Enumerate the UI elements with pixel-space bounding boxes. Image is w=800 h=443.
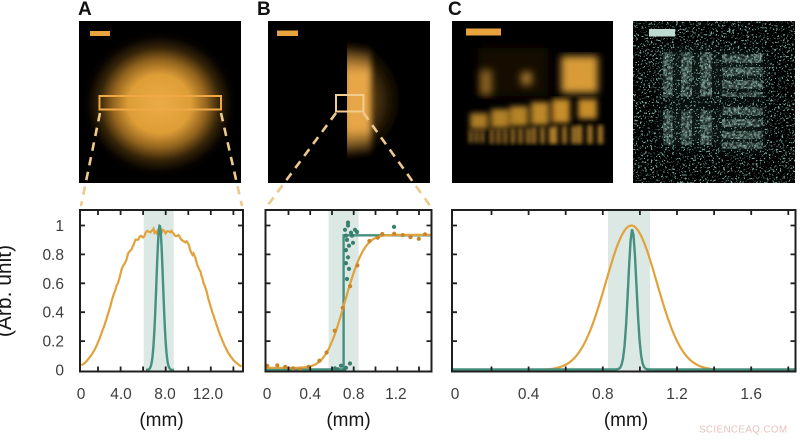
svg-text:0: 0 [77, 386, 86, 403]
svg-text:(Arb. unit): (Arb. unit) [0, 245, 16, 337]
svg-text:1.2: 1.2 [385, 386, 407, 403]
svg-text:SCIENCEAQ.COM: SCIENCEAQ.COM [699, 425, 788, 436]
svg-text:0: 0 [451, 386, 460, 403]
svg-text:0: 0 [55, 363, 64, 380]
svg-text:8.0: 8.0 [154, 386, 176, 403]
svg-text:0.6: 0.6 [42, 276, 64, 293]
svg-text:1: 1 [55, 218, 64, 235]
svg-text:0.8: 0.8 [343, 386, 365, 403]
svg-text:0.8: 0.8 [42, 247, 64, 264]
svg-text:1.6: 1.6 [740, 386, 762, 403]
svg-text:0: 0 [263, 386, 272, 403]
svg-text:4.0: 4.0 [110, 386, 132, 403]
svg-text:0.4: 0.4 [518, 386, 540, 403]
svg-text:(mm): (mm) [326, 410, 370, 431]
svg-text:(mm): (mm) [139, 410, 183, 431]
svg-text:C: C [448, 0, 462, 20]
svg-text:B: B [257, 0, 271, 20]
svg-text:0.4: 0.4 [299, 386, 321, 403]
svg-text:0.8: 0.8 [592, 386, 614, 403]
svg-text:0.2: 0.2 [42, 334, 64, 351]
svg-text:12.0: 12.0 [193, 386, 224, 403]
svg-text:1.2: 1.2 [666, 386, 688, 403]
svg-text:(mm): (mm) [604, 410, 648, 431]
svg-text:A: A [78, 0, 92, 20]
svg-text:0.4: 0.4 [42, 305, 64, 322]
